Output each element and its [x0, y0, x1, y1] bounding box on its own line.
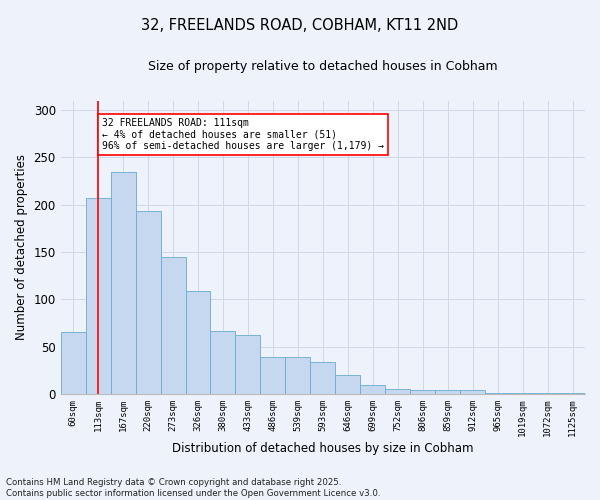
Text: 32, FREELANDS ROAD, COBHAM, KT11 2ND: 32, FREELANDS ROAD, COBHAM, KT11 2ND — [142, 18, 458, 32]
Bar — [61, 332, 86, 394]
Bar — [410, 390, 435, 394]
Bar — [185, 291, 211, 394]
Y-axis label: Number of detached properties: Number of detached properties — [15, 154, 28, 340]
Title: Size of property relative to detached houses in Cobham: Size of property relative to detached ho… — [148, 60, 497, 73]
Bar — [460, 390, 485, 394]
Bar — [86, 198, 110, 394]
Bar — [335, 375, 360, 394]
Bar — [485, 393, 510, 394]
Bar — [560, 393, 585, 394]
Bar — [535, 393, 560, 394]
Bar — [360, 386, 385, 394]
Bar — [310, 362, 335, 394]
X-axis label: Distribution of detached houses by size in Cobham: Distribution of detached houses by size … — [172, 442, 473, 455]
Bar — [286, 357, 310, 394]
Bar — [385, 389, 410, 394]
Bar — [211, 330, 235, 394]
Bar — [435, 390, 460, 394]
Bar — [510, 393, 535, 394]
Text: 32 FREELANDS ROAD: 111sqm
← 4% of detached houses are smaller (51)
96% of semi-d: 32 FREELANDS ROAD: 111sqm ← 4% of detach… — [102, 118, 384, 151]
Bar — [136, 212, 161, 394]
Bar — [260, 357, 286, 394]
Bar — [161, 256, 185, 394]
Text: Contains HM Land Registry data © Crown copyright and database right 2025.
Contai: Contains HM Land Registry data © Crown c… — [6, 478, 380, 498]
Bar — [235, 336, 260, 394]
Bar — [110, 172, 136, 394]
